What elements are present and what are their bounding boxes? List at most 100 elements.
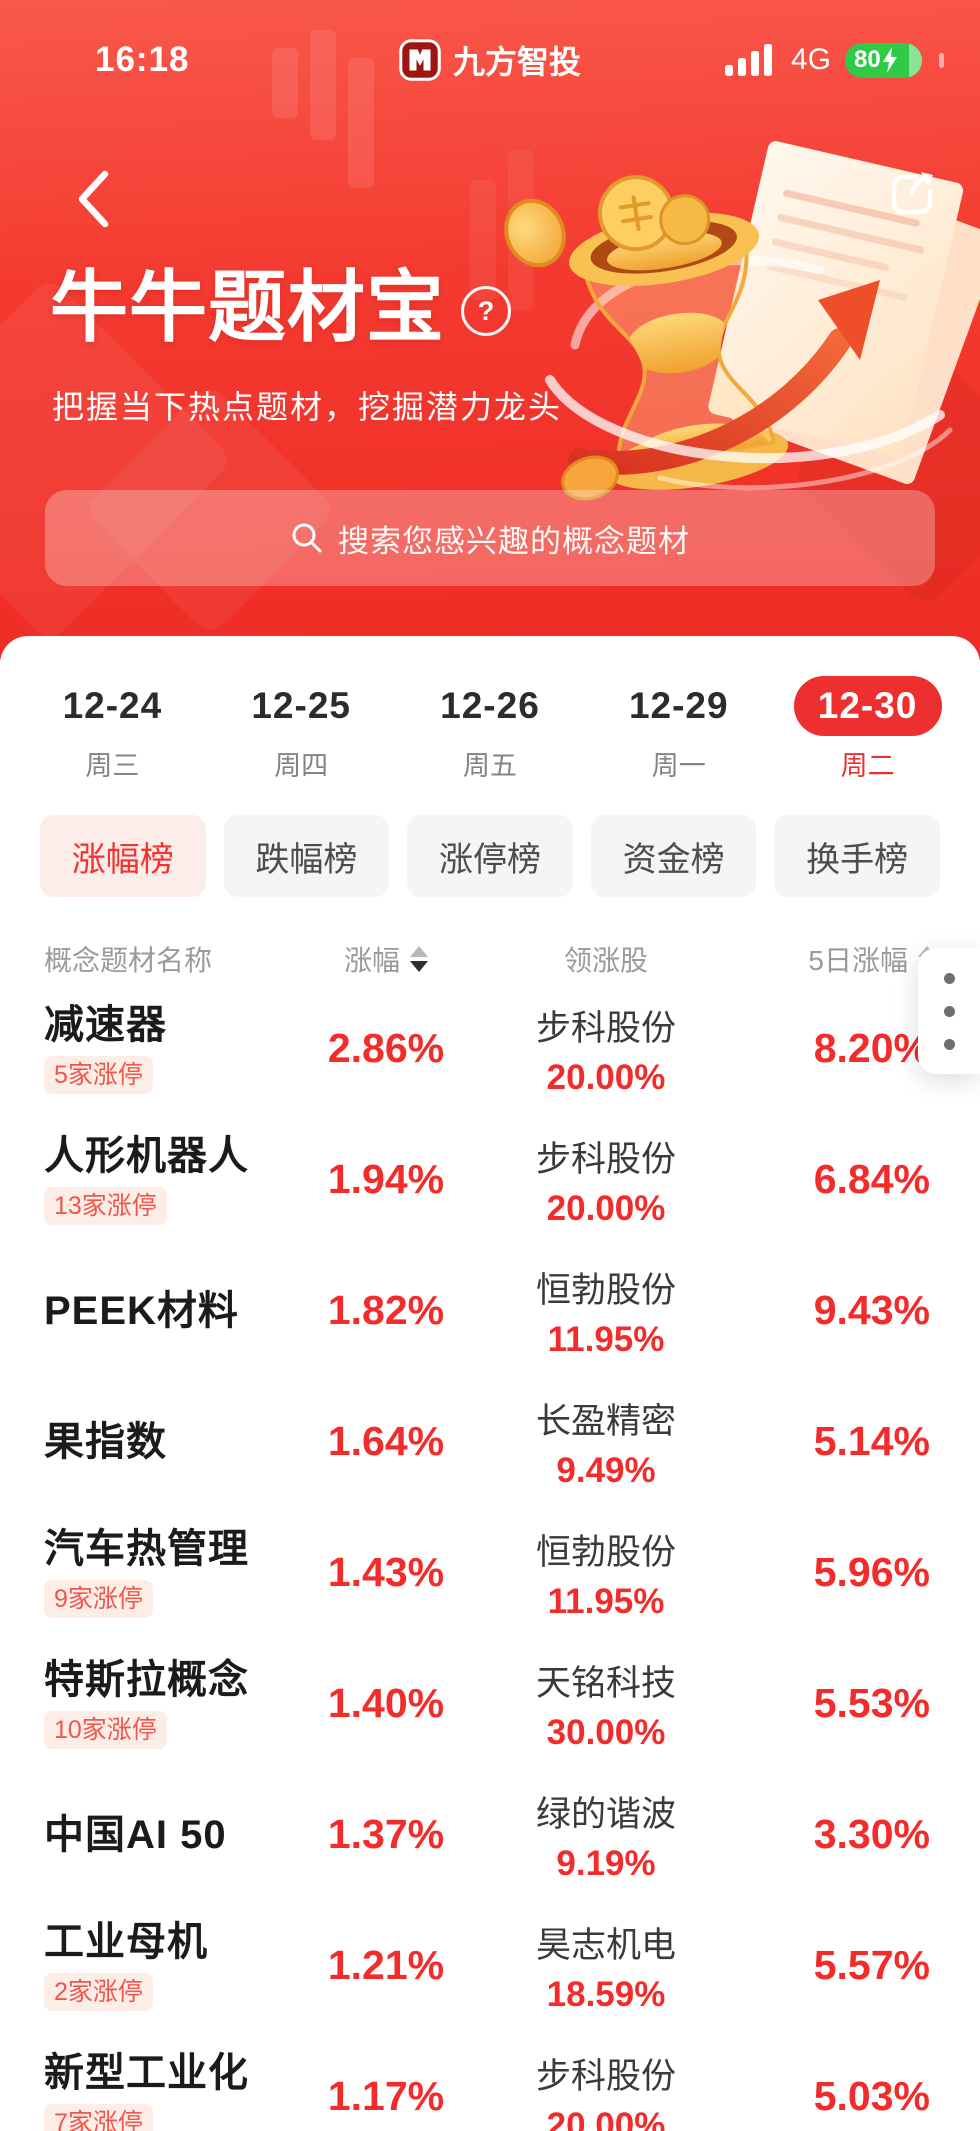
leader-stock-name: 天铭科技 bbox=[535, 1663, 676, 1703]
leader-cell: 天铭科技 30.00% bbox=[481, 1655, 731, 1753]
limit-up-badge: 5家涨停 bbox=[44, 1056, 153, 1094]
table-header: 概念题材名称 涨幅 领涨股 5日涨幅 bbox=[0, 939, 980, 979]
leader-stock-name: 步科股份 bbox=[535, 2056, 676, 2096]
leader-stock-change: 11.95% bbox=[547, 1581, 665, 1621]
table-row[interactable]: 汽车热管理 9家涨停 1.43% 恒勃股份 11.95% 5.96% bbox=[0, 1507, 980, 1638]
leader-stock-change: 20.00% bbox=[546, 2105, 666, 2131]
table-row[interactable]: 工业母机 2家涨停 1.21% 昊志机电 18.59% 5.57% bbox=[0, 1900, 980, 2031]
date-tab-day: 周五 bbox=[462, 751, 517, 781]
concept-cell: 汽车热管理 9家涨停 bbox=[44, 1527, 291, 1618]
concept-cell: 人形机器人 13家涨停 bbox=[44, 1134, 291, 1225]
leader-cell: 恒勃股份 11.95% bbox=[481, 1262, 731, 1360]
concept-cell: 工业母机 2家涨停 bbox=[44, 1920, 291, 2011]
date-tab[interactable]: 12-24 周三 bbox=[18, 676, 207, 783]
more-dot bbox=[943, 1005, 955, 1017]
leader-stock-change: 11.95% bbox=[547, 1319, 665, 1359]
concept-table: 减速器 5家涨停 2.86% 步科股份 20.00% 8.20% 人形机器人 1… bbox=[0, 983, 980, 2131]
leader-stock-name: 恒勃股份 bbox=[535, 1532, 676, 1572]
battery-level: 80 bbox=[854, 46, 881, 73]
page-title: 牛牛题材宝 bbox=[50, 263, 446, 351]
date-tab-date: 12-29 bbox=[628, 685, 729, 726]
help-icon[interactable]: ? bbox=[461, 286, 512, 336]
limit-up-badge: 10家涨停 bbox=[44, 1711, 167, 1749]
table-row[interactable]: PEEK材料 1.82% 恒勃股份 11.95% 9.43% bbox=[0, 1245, 980, 1376]
date-tab[interactable]: 12-25 周四 bbox=[207, 676, 396, 783]
concept-name: 新型工业化 bbox=[44, 2051, 249, 2095]
coin-icon bbox=[561, 455, 619, 501]
rank-tab[interactable]: 换手榜 bbox=[774, 815, 940, 897]
change-value: 1.37% bbox=[327, 1811, 445, 1857]
concept-name: 工业母机 bbox=[44, 1920, 208, 1964]
concept-cell: 果指数 bbox=[44, 1420, 291, 1464]
date-tab-date: 12-25 bbox=[251, 685, 351, 726]
column-header-five-day[interactable]: 5日涨幅 bbox=[731, 939, 936, 979]
network-type: 4G bbox=[790, 43, 831, 76]
content-card: 12-24 周三 12-25 周四 12-26 周五 12-29 周一 bbox=[0, 636, 980, 2131]
five-day-change-value: 8.20% bbox=[813, 1025, 930, 1071]
rank-tab-label: 资金榜 bbox=[622, 840, 725, 879]
date-tab-date: 12-30 bbox=[793, 676, 942, 736]
concept-name: PEEK材料 bbox=[44, 1288, 239, 1333]
leader-stock-change: 9.49% bbox=[556, 1450, 656, 1490]
limit-up-badge: 13家涨停 bbox=[44, 1187, 167, 1225]
leader-stock-change: 9.19% bbox=[556, 1843, 656, 1883]
date-tab[interactable]: 12-29 周一 bbox=[584, 676, 773, 783]
change-value: 2.86% bbox=[327, 1025, 445, 1071]
date-tab-date: 12-24 bbox=[62, 685, 163, 726]
leader-cell: 步科股份 20.00% bbox=[481, 1131, 731, 1229]
sort-icon-change[interactable] bbox=[410, 946, 428, 972]
share-button[interactable] bbox=[886, 168, 938, 220]
table-row[interactable]: 中国AI 50 1.37% 绿的谐波 9.19% 3.30% bbox=[0, 1769, 980, 1900]
leader-stock-change: 18.59% bbox=[546, 1974, 666, 2014]
table-row[interactable]: 新型工业化 7家涨停 1.17% 步科股份 20.00% 5.03% bbox=[0, 2031, 980, 2131]
change-value: 1.40% bbox=[327, 1680, 445, 1726]
leader-stock-change: 20.00% bbox=[546, 1057, 666, 1097]
more-menu[interactable] bbox=[918, 948, 980, 1074]
change-value: 1.43% bbox=[327, 1549, 445, 1595]
change-value: 1.82% bbox=[327, 1287, 445, 1333]
five-day-change-value: 5.53% bbox=[813, 1680, 930, 1726]
date-tab-date: 12-26 bbox=[440, 685, 540, 726]
date-tab[interactable]: 12-30 周二 bbox=[773, 676, 962, 783]
signal-icon bbox=[724, 44, 772, 76]
rank-tab[interactable]: 涨停榜 bbox=[407, 815, 573, 897]
rank-tab-label: 涨停榜 bbox=[438, 840, 541, 879]
concept-name: 中国AI 50 bbox=[44, 1812, 227, 1857]
leader-cell: 恒勃股份 11.95% bbox=[481, 1524, 731, 1622]
date-tab[interactable]: 12-26 周五 bbox=[396, 676, 585, 783]
status-bar: 16:18 九方智投 4G 80 bbox=[0, 30, 980, 90]
rank-tab[interactable]: 资金榜 bbox=[590, 815, 757, 897]
more-dot bbox=[943, 972, 955, 984]
search-icon bbox=[292, 523, 322, 553]
five-day-change-value: 6.84% bbox=[813, 1156, 930, 1202]
concept-cell: 新型工业化 7家涨停 bbox=[44, 2051, 291, 2131]
leader-cell: 步科股份 20.00% bbox=[481, 1000, 731, 1098]
back-button[interactable] bbox=[72, 168, 116, 230]
rank-tab[interactable]: 涨幅榜 bbox=[40, 815, 206, 897]
table-row[interactable]: 特斯拉概念 10家涨停 1.40% 天铭科技 30.00% 5.53% bbox=[0, 1638, 980, 1769]
leader-stock-name: 步科股份 bbox=[535, 1139, 676, 1179]
five-day-change-value: 9.43% bbox=[813, 1287, 930, 1333]
leader-stock-name: 恒勃股份 bbox=[535, 1270, 676, 1310]
concept-cell: 减速器 5家涨停 bbox=[44, 1003, 291, 1094]
five-day-change-value: 5.57% bbox=[813, 1942, 930, 1988]
title-row: 牛牛题材宝 ? bbox=[50, 263, 512, 351]
rank-tab[interactable]: 跌幅榜 bbox=[223, 815, 390, 897]
concept-cell: 特斯拉概念 10家涨停 bbox=[44, 1658, 291, 1749]
status-indicators: 4G 80 bbox=[724, 42, 944, 78]
app-logo: 九方智投 bbox=[0, 30, 980, 90]
limit-up-badge: 9家涨停 bbox=[44, 1580, 153, 1618]
five-day-change-value: 5.96% bbox=[813, 1549, 930, 1595]
table-row[interactable]: 果指数 1.64% 长盈精密 9.49% 5.14% bbox=[0, 1376, 980, 1507]
rank-tabs: 涨幅榜 跌幅榜 涨停榜 资金榜 换手榜 bbox=[0, 815, 980, 897]
concept-name: 汽车热管理 bbox=[44, 1527, 249, 1571]
more-dot bbox=[943, 1038, 955, 1050]
table-row[interactable]: 减速器 5家涨停 2.86% 步科股份 20.00% 8.20% bbox=[0, 983, 980, 1114]
table-row[interactable]: 人形机器人 13家涨停 1.94% 步科股份 20.00% 6.84% bbox=[0, 1114, 980, 1245]
leader-cell: 步科股份 20.00% bbox=[481, 2048, 731, 2131]
date-tab-day: 周二 bbox=[840, 751, 895, 781]
search-bar[interactable]: 搜索您感兴趣的概念题材 bbox=[45, 490, 935, 586]
change-value: 1.17% bbox=[327, 2073, 445, 2119]
column-header-change[interactable]: 涨幅 bbox=[291, 939, 481, 979]
